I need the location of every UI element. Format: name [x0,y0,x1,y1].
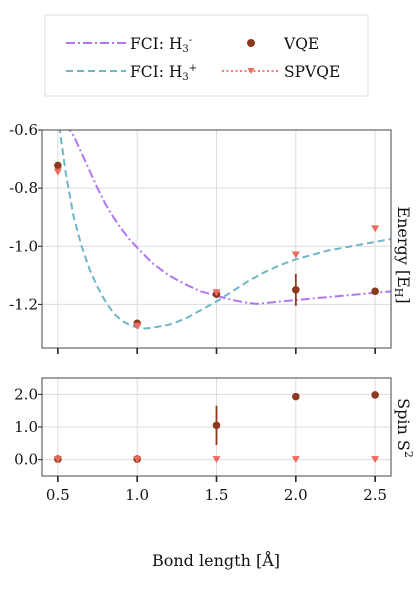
energy-curves [58,130,391,330]
vqe-point [54,161,62,170]
legend-label-vqe: VQE [283,35,319,53]
spvqe-point [371,456,380,464]
x-axis-label: Bond length [Å] [152,550,280,570]
y-tick-label: -0.6 [9,121,38,139]
spvqe-point [133,322,142,330]
x-tick-label: 2.5 [363,486,387,504]
x-tick-label: 1.0 [125,486,149,504]
x-tick-label: 1.5 [205,486,229,504]
energy-points [53,161,380,330]
y-tick-label: 1.0 [14,418,38,436]
x-tick-label: 0.5 [46,486,70,504]
spvqe-point [291,456,300,464]
x-tick-label: 2.0 [284,486,308,504]
legend: FCI: H3- FCI: H3+ VQE SPVQE [44,14,369,97]
legend-swatch-spvqe-marker [247,68,255,74]
y-tick-label: -0.8 [9,179,38,197]
legend-frame [44,14,369,97]
spvqe-point [133,456,142,464]
legend-label-fci-h3-minus: FCI: H3- [130,35,192,55]
energy-ticks: -0.6 -0.8 -1.0 -1.2 [9,121,376,354]
spin-ticks: 0.5 1.0 1.5 2.0 2.5 0.0 1.0 2.0 [14,385,387,504]
spvqe-point [212,456,221,464]
energy-axis-label: Energy [EH] [392,206,413,303]
vqe-point [292,392,300,401]
vqe-point [371,287,379,296]
spvqe-point [53,456,62,464]
legend-swatch-vqe [247,39,255,47]
spin-axis-label: Spin S2 [394,398,415,458]
spvqe-point [212,289,221,297]
legend-label-fci-h3-plus: FCI: H3+ [130,63,197,83]
legend-label-spvqe: SPVQE [284,63,340,81]
spvqe-point [371,225,380,233]
series-line-fci-h3- [58,130,391,330]
spvqe-point [53,168,62,176]
series-line-fci-h3- [68,130,391,305]
y-tick-label: 0.0 [14,451,38,469]
y-tick-label: 2.0 [14,385,38,403]
energy-grid [42,129,391,348]
y-tick-label: -1.2 [9,295,38,313]
energy-panel: -0.6 -0.8 -1.0 -1.2 Energy [EH] [9,121,413,354]
vqe-point [212,421,221,430]
y-tick-label: -1.0 [9,237,38,255]
spin-panel: 0.5 1.0 1.5 2.0 2.5 0.0 1.0 2.0 Spin S2 Bond le… [14,377,415,570]
spvqe-point [291,251,300,259]
spin-points [53,391,380,464]
vqe-point [292,286,300,294]
vqe-point [371,391,379,399]
